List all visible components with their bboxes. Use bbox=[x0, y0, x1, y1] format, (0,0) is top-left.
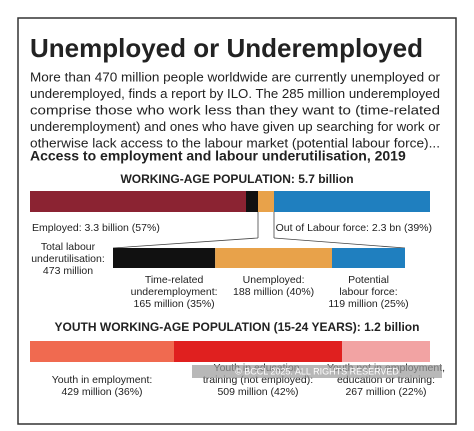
underutilisation-label: underutilisation: bbox=[31, 253, 105, 265]
segment-label: Unemployed: bbox=[243, 274, 305, 286]
frame bbox=[17, 17, 457, 425]
subtitle: Access to employment and labour underuti… bbox=[30, 148, 406, 164]
segment-label: 165 million (35%) bbox=[134, 298, 215, 310]
segment-label: 267 million (22%) bbox=[345, 386, 426, 398]
segment-label: Potential bbox=[348, 274, 389, 286]
segment-label: 429 million (36%) bbox=[61, 386, 142, 398]
title: Unemployed or Underemployed bbox=[30, 33, 423, 63]
intro-line: More than 470 million people worldwide a… bbox=[30, 69, 441, 84]
intro-line: otherwise lack access to the labour mark… bbox=[30, 135, 440, 150]
intro-line: comprise those who work less than they w… bbox=[30, 102, 440, 117]
watermark-band bbox=[192, 365, 442, 378]
working-age-heading: WORKING-AGE POPULATION: 5.7 billion bbox=[120, 172, 353, 186]
bar-segment bbox=[332, 248, 405, 268]
underutilisation-label: 473 million bbox=[43, 265, 93, 277]
segment-label: Time-related bbox=[145, 274, 204, 286]
watermark: © BCCL 2025. ALL RIGHTS RESERVED bbox=[235, 366, 399, 376]
segment-label: underemployment: bbox=[131, 286, 218, 298]
intro-line: underemployed, finds a report by ILO. Th… bbox=[30, 86, 440, 101]
intro-line: underemployment) and ones who have given… bbox=[30, 119, 441, 134]
bar-segment bbox=[174, 341, 342, 362]
connectors bbox=[112, 212, 406, 249]
segment-label: Youth in employment: bbox=[52, 374, 153, 386]
segment-label: 509 million (42%) bbox=[217, 386, 298, 398]
bar-segment bbox=[30, 191, 246, 212]
bar-segment bbox=[258, 191, 274, 212]
segment-label: labour force: bbox=[339, 286, 397, 298]
employed-label: Employed: 3.3 billion (57%) bbox=[32, 222, 160, 234]
underutilisation-label: Total labour bbox=[41, 241, 96, 253]
segment-label: 119 million (25%) bbox=[328, 298, 408, 310]
bar-segment bbox=[215, 248, 332, 268]
bar-segment bbox=[30, 341, 174, 362]
bar-segment bbox=[246, 191, 258, 212]
youth-heading: YOUTH WORKING-AGE POPULATION (15-24 YEAR… bbox=[55, 320, 420, 334]
bar-segment bbox=[113, 248, 216, 268]
bar-segment bbox=[274, 191, 430, 212]
out-of-labour-label: Out of Labour force: 2.3 bn (39%) bbox=[276, 222, 432, 234]
bar-segment bbox=[342, 341, 430, 362]
segment-label: 188 million (40%) bbox=[233, 286, 314, 298]
